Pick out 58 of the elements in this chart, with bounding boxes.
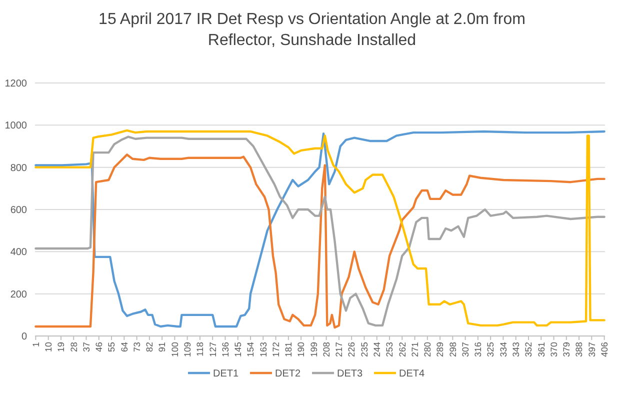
x-tick-label: 343 (511, 342, 521, 358)
x-tick-label: 10 (43, 342, 54, 352)
x-tick-label: 388 (574, 342, 584, 358)
x-tick-label: 253 (384, 342, 395, 358)
y-tick-label: 0 (21, 332, 28, 342)
y-tick-label: 800 (10, 162, 28, 174)
x-tick-label: 226 (346, 342, 357, 358)
y-tick-label: 600 (10, 205, 28, 216)
x-tick-label: 235 (359, 342, 370, 358)
x-tick-label: 406 (599, 342, 610, 358)
x-tick-label: 379 (562, 342, 572, 358)
x-tick-label: 28 (68, 342, 79, 352)
x-tick-label: 208 (321, 342, 332, 358)
x-tick-label: 307 (460, 342, 470, 358)
y-tick-label: 400 (10, 247, 28, 258)
x-tick-label: 289 (435, 342, 446, 358)
x-tick-label: 217 (334, 342, 344, 358)
x-tick-label: 244 (372, 342, 382, 358)
legend-label: DET4 (399, 368, 425, 380)
x-tick-label: 370 (548, 342, 559, 358)
x-tick-label: 352 (524, 342, 534, 358)
y-tick-label: 1200 (4, 78, 28, 90)
x-tick-label: 91 (157, 342, 168, 352)
x-tick-label: 271 (410, 342, 420, 358)
x-tick-label: 19 (56, 342, 66, 352)
x-tick-label: 145 (233, 342, 244, 358)
x-tick-label: 82 (144, 342, 155, 352)
x-tick-label: 316 (473, 342, 484, 358)
y-tick-label: 200 (10, 289, 28, 300)
x-tick-label: 46 (94, 342, 104, 352)
x-tick-label: 1 (30, 342, 41, 348)
x-tick-label: 397 (586, 342, 597, 358)
x-tick-label: 118 (195, 342, 206, 356)
x-tick-label: 163 (258, 342, 268, 358)
x-tick-label: 181 (284, 342, 294, 358)
x-tick-label: 262 (397, 342, 408, 358)
x-tick-label: 154 (246, 342, 256, 358)
x-tick-label: 136 (220, 342, 230, 358)
legend-label: DET3 (337, 368, 363, 380)
x-tick-label: 127 (208, 342, 218, 358)
chart-title: 15 April 2017 IR Det Resp vs Orientation Angle at 2.0m from Reflector, Sunshade Installed (98, 11, 526, 49)
legend-label: DET2 (275, 368, 301, 380)
x-tick-label: 334 (498, 342, 508, 358)
x-tick-label: 55 (106, 342, 117, 352)
x-tick-label: 172 (270, 342, 281, 358)
x-tick-label: 361 (536, 342, 546, 358)
x-tick-label: 64 (119, 342, 130, 352)
x-tick-label: 199 (308, 342, 319, 358)
x-tick-label: 100 (170, 342, 180, 358)
x-tick-label: 298 (448, 342, 458, 358)
x-tick-label: 325 (486, 342, 496, 358)
y-tick-label: 1000 (4, 120, 28, 132)
legend-label: DET1 (213, 368, 239, 380)
x-tick-label: 280 (422, 342, 433, 358)
x-tick-label: 37 (81, 342, 92, 352)
x-tick-label: 190 (296, 342, 306, 358)
x-tick-label: 73 (132, 342, 142, 352)
x-tick-label: 109 (182, 342, 192, 358)
